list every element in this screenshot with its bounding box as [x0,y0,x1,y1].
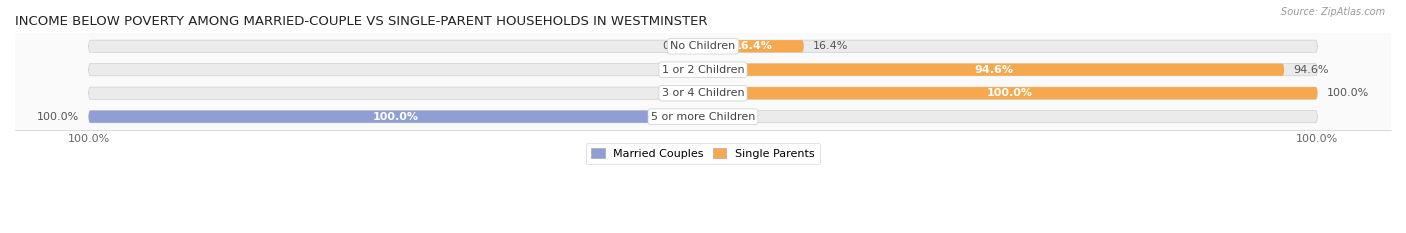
FancyBboxPatch shape [703,87,1317,99]
Text: 94.6%: 94.6% [1294,65,1329,75]
Text: 100.0%: 100.0% [987,88,1033,98]
Text: 0.0%: 0.0% [662,88,690,98]
FancyBboxPatch shape [89,110,703,123]
Text: 100.0%: 100.0% [37,112,80,122]
Text: 16.4%: 16.4% [813,41,848,51]
Text: No Children: No Children [671,41,735,51]
Text: 3 or 4 Children: 3 or 4 Children [662,88,744,98]
FancyBboxPatch shape [703,40,804,52]
Text: 5 or more Children: 5 or more Children [651,112,755,122]
Text: INCOME BELOW POVERTY AMONG MARRIED-COUPLE VS SINGLE-PARENT HOUSEHOLDS IN WESTMIN: INCOME BELOW POVERTY AMONG MARRIED-COUPL… [15,15,707,28]
Text: 1 or 2 Children: 1 or 2 Children [662,65,744,75]
Text: 0.0%: 0.0% [662,41,690,51]
Legend: Married Couples, Single Parents: Married Couples, Single Parents [586,143,820,164]
Text: Source: ZipAtlas.com: Source: ZipAtlas.com [1281,7,1385,17]
FancyBboxPatch shape [89,110,1317,123]
FancyBboxPatch shape [89,40,1317,52]
Text: 94.6%: 94.6% [974,65,1014,75]
Text: 0.0%: 0.0% [716,112,744,122]
Text: 100.0%: 100.0% [373,112,419,122]
Text: 100.0%: 100.0% [1326,88,1369,98]
Text: 0.0%: 0.0% [662,65,690,75]
FancyBboxPatch shape [703,64,1284,76]
FancyBboxPatch shape [89,87,1317,99]
FancyBboxPatch shape [89,64,1317,76]
Text: 16.4%: 16.4% [734,41,773,51]
